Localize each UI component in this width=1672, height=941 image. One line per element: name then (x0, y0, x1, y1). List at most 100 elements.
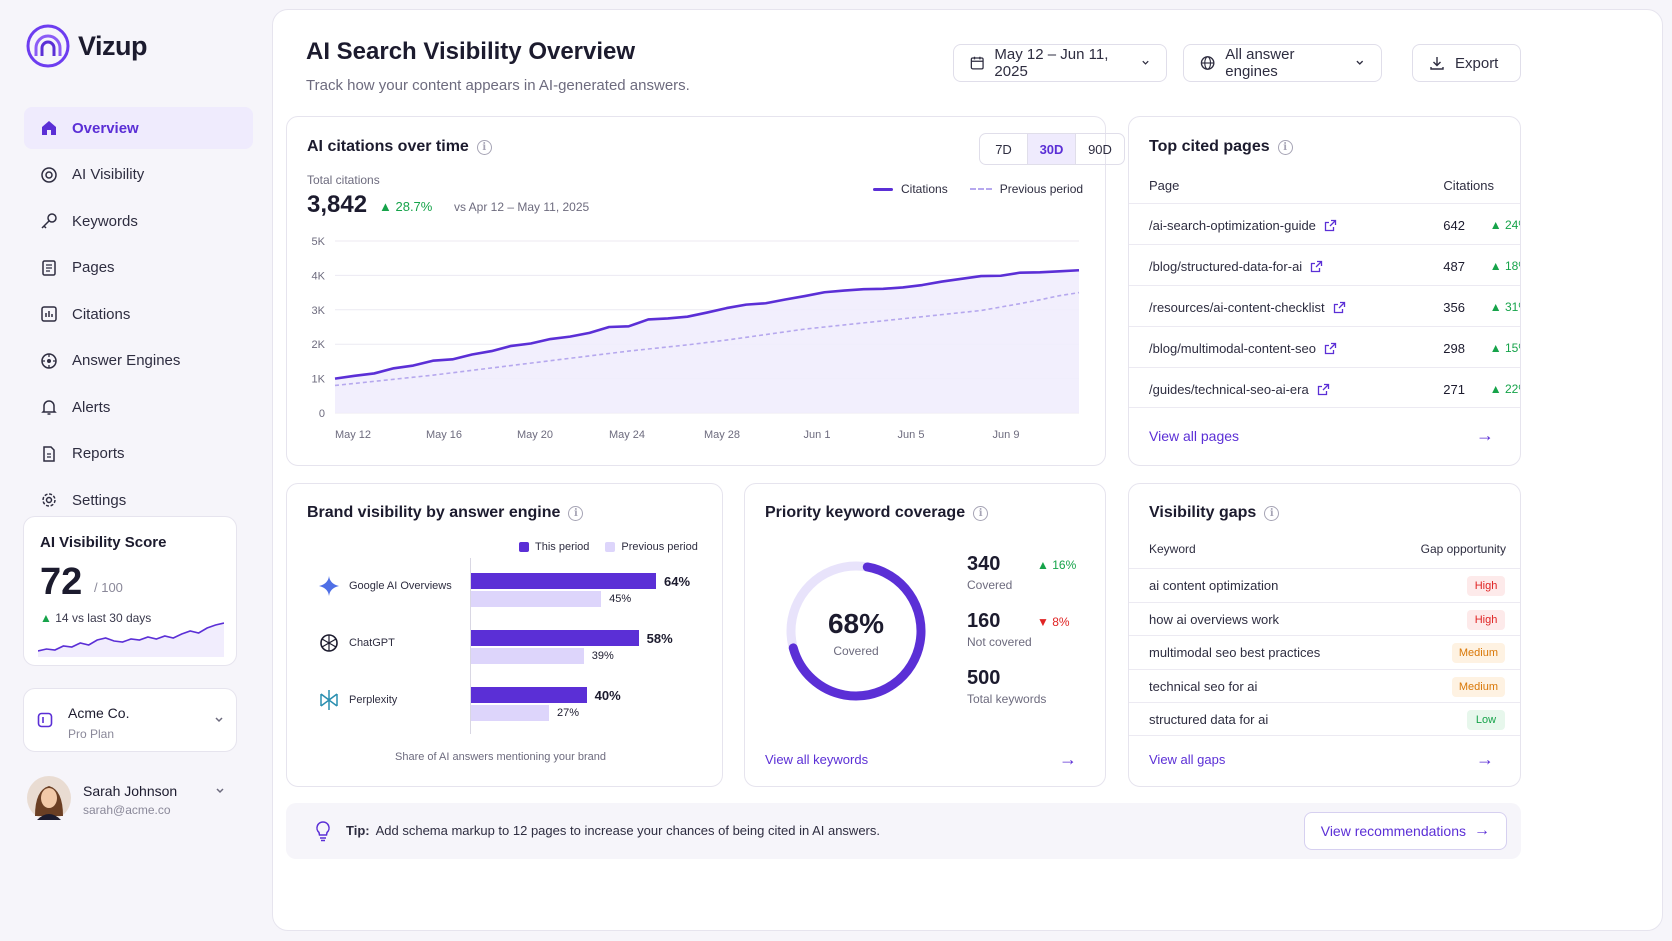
gaps-title: Visibility gaps i (1149, 504, 1280, 522)
info-icon[interactable]: i (1277, 139, 1293, 155)
page-path[interactable]: /ai-search-optimization-guide (1149, 218, 1337, 233)
bar-this-period[interactable] (471, 573, 656, 589)
info-icon[interactable]: i (973, 505, 989, 521)
arrow-right-icon[interactable]: → (1476, 749, 1494, 769)
status-badge: High (1467, 576, 1505, 596)
sidebar-item-citations[interactable]: Citations (24, 293, 253, 335)
sidebar-item-label: Keywords (72, 212, 138, 230)
series-line-previous (334, 291, 1080, 387)
user-email: sarah@acme.co (83, 803, 171, 817)
range-90d[interactable]: 90D (1088, 141, 1112, 157)
sidebar-item-keywords[interactable]: Keywords (24, 200, 253, 242)
user-menu[interactable]: Sarah Johnson sarah@acme.co (27, 776, 237, 822)
info-icon[interactable]: i (568, 505, 584, 521)
export-button[interactable]: Export (1412, 44, 1521, 82)
external-link-icon[interactable] (1333, 301, 1346, 314)
y-tick-label: 2K (312, 339, 326, 351)
table-row[interactable]: structured data for ai Low (1129, 702, 1520, 736)
sidebar-item-label: Citations (72, 305, 131, 323)
bar-this-label: 40% (594, 688, 621, 703)
sidebar-item-ai-visibility[interactable]: AI Visibility (24, 154, 253, 196)
sidebar-item-overview[interactable]: Overview (24, 107, 253, 149)
engine-name: Perplexity (349, 694, 398, 706)
bar-prev-label: 45% (609, 593, 632, 605)
page-path[interactable]: /blog/structured-data-for-ai (1149, 259, 1323, 274)
arrow-right-icon: → (1474, 822, 1490, 839)
arrow-right-icon[interactable]: → (1476, 425, 1494, 445)
page-icon (42, 259, 56, 276)
engine-row: Perplexity 40% 27% (287, 684, 722, 734)
sidebar-item-label: Overview (72, 119, 139, 137)
engine-name: ChatGPT (349, 637, 395, 649)
gap-keyword: structured data for ai (1149, 712, 1269, 727)
table-row[interactable]: ai content optimization High (1129, 568, 1520, 602)
view-all-pages-link[interactable]: View all pages (1149, 428, 1240, 444)
table-row[interactable]: /blog/structured-data-for-ai 487 ▲ 18% (1129, 244, 1520, 287)
view-all-keywords-link[interactable]: View all keywords (765, 752, 869, 767)
engine-name: Google AI Overviews (349, 580, 452, 592)
table-row[interactable]: /resources/ai-content-checklist 356 ▲ 31% (1129, 285, 1520, 328)
citation-count: 298 (1443, 340, 1465, 356)
view-all-gaps-link[interactable]: View all gaps (1149, 752, 1226, 767)
bar-previous-period[interactable] (471, 591, 602, 607)
bar-previous-period[interactable] (471, 648, 584, 664)
keyword-coverage-card: Priority keyword coverage i 68% Covered 3… (744, 483, 1106, 787)
table-row[interactable]: technical seo for ai Medium (1129, 668, 1520, 703)
sidebar-item-pages[interactable]: Pages (24, 247, 253, 289)
coverage-donut (786, 561, 926, 701)
account-switcher[interactable]: Acme Co. Pro Plan (23, 688, 237, 752)
not-covered-stat: 160 Not covered ▼ 8% (967, 610, 1070, 649)
citation-delta: ▲ 15% (1489, 341, 1520, 355)
view-recommendations-button[interactable]: View recommendations → (1303, 812, 1507, 850)
x-tick-label: Jun 5 (898, 429, 925, 441)
info-icon[interactable]: i (1264, 505, 1280, 521)
table-row[interactable]: /ai-search-optimization-guide 642 ▲ 24% (1129, 203, 1520, 246)
tip-banner: Tip: Add schema markup to 12 pages to inc… (286, 803, 1521, 859)
download-icon (1430, 57, 1444, 70)
table-row[interactable]: /guides/technical-seo-ai-era 271 ▲ 22% (1129, 367, 1520, 410)
visibility-gaps-card: Visibility gaps i Keyword Gap opportunity… (1128, 483, 1521, 787)
top-cited-pages-card: Top cited pages i Page Citations /ai-sear… (1128, 116, 1521, 466)
avatar (27, 776, 71, 820)
legend-this-swatch (519, 542, 529, 552)
tip-text: Tip: Add schema markup to 12 pages to inc… (346, 823, 880, 838)
table-row[interactable]: how ai overviews work High (1129, 601, 1520, 636)
home-icon (42, 121, 56, 135)
table-row[interactable]: /blog/multimodal-content-seo 298 ▲ 15% (1129, 326, 1520, 369)
score-value: 72 (40, 561, 83, 603)
citation-count: 356 (1443, 299, 1465, 315)
date-range-picker[interactable]: May 12 – Jun 11, 2025 (953, 44, 1167, 82)
keyword-title: Priority keyword coverage i (765, 504, 989, 522)
sidebar-item-alerts[interactable]: Alerts (24, 386, 253, 428)
target-icon (41, 166, 57, 183)
page-path[interactable]: /resources/ai-content-checklist (1149, 300, 1346, 315)
citation-count: 487 (1443, 258, 1465, 274)
citation-delta: ▲ 24% (1489, 218, 1520, 232)
range-7d[interactable]: 7D (980, 134, 1028, 164)
sidebar-item-settings[interactable]: Settings (24, 479, 253, 521)
export-label: Export (1455, 54, 1499, 72)
page-path[interactable]: /blog/multimodal-content-seo (1149, 341, 1337, 356)
bell-icon (41, 400, 57, 415)
answer-engine-filter[interactable]: All answer engines (1183, 44, 1382, 82)
legend-current-swatch (873, 187, 893, 191)
external-link-icon[interactable] (1317, 383, 1330, 396)
arrow-right-icon[interactable]: → (1059, 749, 1077, 769)
info-icon[interactable]: i (476, 139, 492, 155)
external-link-icon[interactable] (1310, 260, 1323, 273)
col-keyword-header: Keyword (1149, 542, 1196, 556)
external-link-icon[interactable] (1324, 342, 1337, 355)
bar-this-period[interactable] (471, 630, 639, 646)
chevron-down-icon (1356, 60, 1364, 65)
perplexity-icon (320, 690, 338, 710)
sidebar-item-reports[interactable]: Reports (24, 433, 253, 475)
bar-this-period[interactable] (471, 687, 587, 703)
logo[interactable]: Vizup (26, 24, 148, 68)
table-row[interactable]: multimodal seo best practices Medium (1129, 635, 1520, 669)
external-link-icon[interactable] (1324, 219, 1337, 232)
sparkline-area (38, 623, 224, 657)
bar-previous-period[interactable] (471, 705, 550, 721)
page-path[interactable]: /guides/technical-seo-ai-era (1149, 382, 1330, 397)
sidebar-item-answer-engines[interactable]: Answer Engines (24, 340, 253, 382)
range-30d[interactable]: 30D (1028, 134, 1076, 164)
